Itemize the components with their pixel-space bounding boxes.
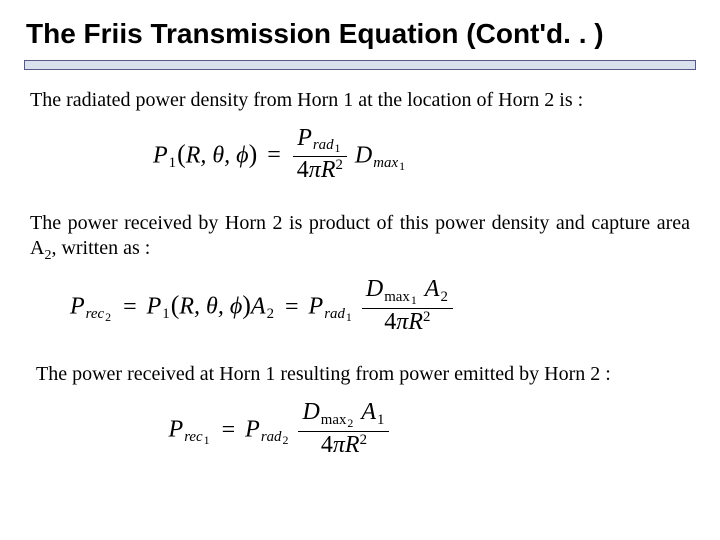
- slide-body: The radiated power density from Horn 1 a…: [24, 70, 696, 461]
- equation-2: Prec2 = P1(R, θ, ϕ)A2 = Prad1 Dmax1 A2 4…: [30, 278, 720, 338]
- equation-3: Prec1 = Prad2 Dmax2 A1 4πR2: [30, 401, 690, 461]
- paragraph-1: The radiated power density from Horn 1 a…: [30, 88, 690, 113]
- slide: The Friis Transmission Equation (Cont'd.…: [0, 0, 720, 540]
- equation-1: P1(R, θ, ϕ) = Prad1 4πR2 Dmax1: [30, 127, 690, 187]
- paragraph-2: The power received by Horn 2 is product …: [30, 211, 690, 265]
- paragraph-3: The power received at Horn 1 resulting f…: [36, 362, 690, 387]
- title-underline: [24, 58, 696, 70]
- slide-title: The Friis Transmission Equation (Cont'd.…: [26, 18, 696, 50]
